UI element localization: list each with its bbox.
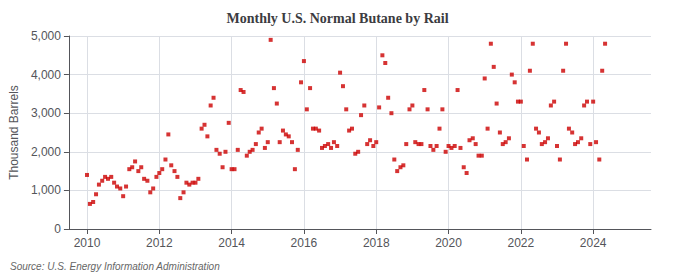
svg-text:2018: 2018: [363, 236, 390, 250]
svg-text:2020: 2020: [435, 236, 462, 250]
svg-text:2016: 2016: [291, 236, 318, 250]
svg-text:Thousand Barrels: Thousand Barrels: [7, 85, 21, 180]
svg-text:3,000: 3,000: [31, 106, 61, 120]
svg-text:2,000: 2,000: [31, 145, 61, 159]
svg-text:2010: 2010: [74, 236, 101, 250]
svg-text:Monthly U.S. Normal Butane by: Monthly U.S. Normal Butane by Rail: [226, 11, 448, 26]
svg-text:5,000: 5,000: [31, 29, 61, 43]
svg-text:Source: U.S. Energy Informatio: Source: U.S. Energy Information Administ…: [10, 261, 220, 272]
svg-text:2014: 2014: [218, 236, 245, 250]
svg-text:4,000: 4,000: [31, 68, 61, 82]
svg-text:2022: 2022: [507, 236, 534, 250]
svg-text:0: 0: [54, 222, 61, 236]
svg-text:2012: 2012: [146, 236, 173, 250]
svg-text:2024: 2024: [580, 236, 607, 250]
svg-text:1,000: 1,000: [31, 183, 61, 197]
